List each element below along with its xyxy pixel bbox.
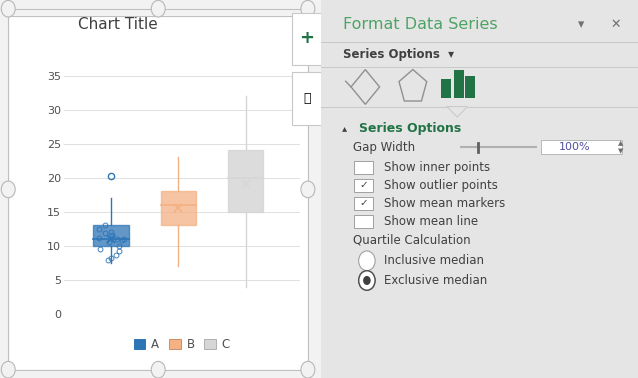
Text: Series Options: Series Options xyxy=(359,122,461,135)
Circle shape xyxy=(1,0,15,17)
Circle shape xyxy=(363,276,371,285)
Text: ✓: ✓ xyxy=(359,198,368,208)
Text: ▲: ▲ xyxy=(618,140,623,146)
Circle shape xyxy=(359,271,375,290)
Text: Inclusive median: Inclusive median xyxy=(384,254,484,267)
Circle shape xyxy=(1,181,15,198)
Text: 100%: 100% xyxy=(559,142,590,152)
Text: Series Options  ▾: Series Options ▾ xyxy=(343,48,454,61)
Bar xyxy=(454,70,464,98)
Bar xyxy=(161,191,196,225)
Legend: A, B, C: A, B, C xyxy=(129,333,235,355)
Text: ◂: ◂ xyxy=(340,126,350,131)
Bar xyxy=(94,225,128,246)
Circle shape xyxy=(151,0,165,17)
FancyBboxPatch shape xyxy=(292,73,322,125)
Text: ✓: ✓ xyxy=(359,180,368,190)
Circle shape xyxy=(301,0,315,17)
Text: ▼: ▼ xyxy=(618,148,623,154)
FancyBboxPatch shape xyxy=(354,197,373,210)
Text: 🖌: 🖌 xyxy=(303,92,311,105)
Bar xyxy=(441,79,451,98)
FancyBboxPatch shape xyxy=(321,0,638,378)
Text: Show outlier points: Show outlier points xyxy=(384,179,498,192)
FancyBboxPatch shape xyxy=(354,161,373,174)
Text: ✕: ✕ xyxy=(611,18,621,31)
Text: Exclusive median: Exclusive median xyxy=(384,274,487,287)
Text: Show inner points: Show inner points xyxy=(384,161,491,174)
Bar xyxy=(228,150,263,212)
Text: Show mean markers: Show mean markers xyxy=(384,197,505,210)
Text: Gap Width: Gap Width xyxy=(353,141,415,154)
FancyBboxPatch shape xyxy=(541,140,622,154)
Bar xyxy=(465,76,475,98)
FancyBboxPatch shape xyxy=(354,215,373,228)
Text: Chart Title: Chart Title xyxy=(78,17,158,32)
FancyBboxPatch shape xyxy=(354,179,373,192)
Text: Show mean line: Show mean line xyxy=(384,215,478,228)
Text: +: + xyxy=(299,29,315,47)
Circle shape xyxy=(301,361,315,378)
Polygon shape xyxy=(447,107,468,117)
Circle shape xyxy=(359,251,375,271)
FancyBboxPatch shape xyxy=(8,16,308,370)
Circle shape xyxy=(1,361,15,378)
Text: Format Data Series: Format Data Series xyxy=(343,17,498,32)
Circle shape xyxy=(301,181,315,198)
FancyBboxPatch shape xyxy=(292,12,322,65)
Text: Quartile Calculation: Quartile Calculation xyxy=(353,234,470,246)
Circle shape xyxy=(151,361,165,378)
Text: ▾: ▾ xyxy=(578,18,584,31)
